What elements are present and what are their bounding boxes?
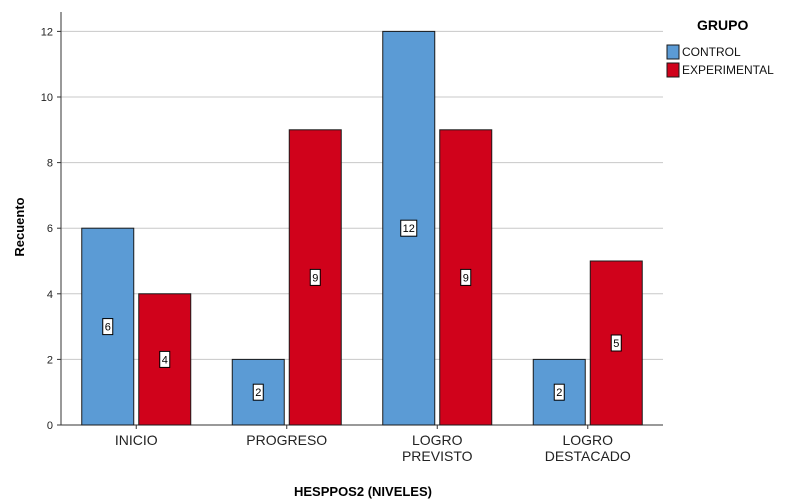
y-axis-title: Recuento bbox=[12, 197, 27, 256]
data-label: 2 bbox=[556, 387, 562, 399]
data-label-box bbox=[610, 334, 622, 352]
x-tick-label: PROGRESO bbox=[246, 432, 327, 448]
data-label-box bbox=[309, 268, 321, 286]
data-label: 9 bbox=[463, 272, 469, 284]
data-label-box bbox=[460, 268, 472, 286]
bar-control bbox=[231, 358, 285, 426]
legend-label-experimental: EXPERIMENTAL bbox=[682, 63, 774, 77]
bars bbox=[81, 30, 643, 426]
x-tick-label: PREVISTO bbox=[402, 448, 473, 464]
data-label-box bbox=[102, 318, 114, 336]
data-labels: 6 4 2 9 12 9 2 5 bbox=[102, 219, 622, 401]
legend: GRUPO CONTROL EXPERIMENTAL bbox=[666, 17, 774, 78]
data-label: 4 bbox=[162, 354, 168, 366]
legend-title: GRUPO bbox=[697, 17, 748, 33]
data-label-box bbox=[252, 383, 264, 401]
y-tick-label: 6 bbox=[47, 223, 53, 235]
data-label-box bbox=[553, 383, 565, 401]
bar-experimental bbox=[589, 260, 643, 426]
y-tick-label: 12 bbox=[41, 26, 53, 38]
y-tick-label: 2 bbox=[47, 354, 53, 366]
x-tick-label: LOGRO bbox=[412, 432, 463, 448]
data-label-box bbox=[400, 219, 418, 237]
data-label: 6 bbox=[105, 322, 111, 334]
y-tick-label: 10 bbox=[41, 92, 53, 104]
data-label: 5 bbox=[613, 338, 619, 350]
data-label: 12 bbox=[403, 223, 415, 235]
y-tick-label: 0 bbox=[47, 420, 53, 432]
y-tick-label: 4 bbox=[47, 289, 53, 301]
legend-label-control: CONTROL bbox=[682, 45, 741, 59]
data-label: 9 bbox=[312, 272, 318, 284]
legend-swatch-control bbox=[666, 44, 680, 60]
x-tick-label: DESTACADO bbox=[545, 448, 631, 464]
legend-swatch-experimental bbox=[666, 62, 680, 78]
y-tick-label: 8 bbox=[47, 158, 53, 170]
data-label: 2 bbox=[255, 387, 261, 399]
x-axis-title: HESPPOS2 (NIVELES) bbox=[294, 484, 432, 499]
x-tick-label: LOGRO bbox=[562, 432, 613, 448]
x-tick-label: INICIO bbox=[115, 432, 158, 448]
data-label-box bbox=[159, 350, 171, 368]
